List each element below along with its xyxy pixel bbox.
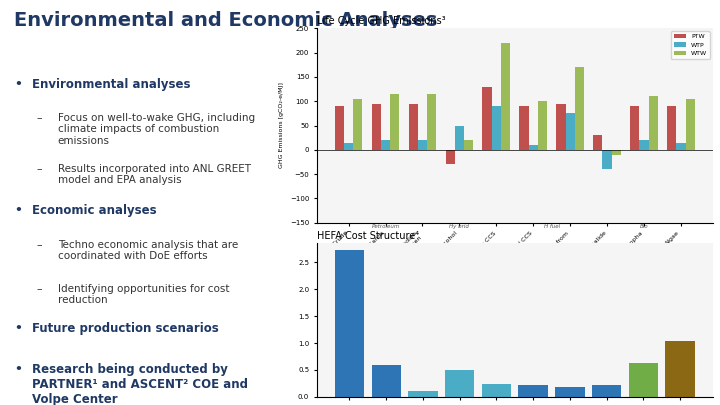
Text: •: • [14,363,22,376]
Text: Life Cycle GHG Emissions³: Life Cycle GHG Emissions³ [317,16,446,26]
Bar [649,96,658,150]
Bar [676,143,685,150]
Text: Petroleum: Petroleum [372,224,400,228]
Bar [354,99,362,150]
Text: Techno economic analysis that are
coordinated with DoE efforts: Techno economic analysis that are coordi… [58,240,238,261]
Bar [685,99,695,150]
Bar [630,106,639,150]
Text: Research being conducted by
PARTNER¹ and ASCENT² COE and
Volpe Center: Research being conducted by PARTNER¹ and… [32,363,248,405]
Bar [612,150,621,155]
Bar [501,43,510,150]
Bar [639,140,649,150]
Bar [409,104,418,150]
Bar [482,87,492,150]
Bar [390,94,400,150]
Text: Identifying opportunities for cost
reduction: Identifying opportunities for cost reduc… [58,284,229,305]
Bar [667,106,676,150]
Bar [593,135,603,150]
Bar [418,140,427,150]
Text: •: • [14,322,22,335]
Text: 27: 27 [675,365,693,379]
Text: Economic analyses: Economic analyses [32,205,157,217]
Bar [335,106,344,150]
Bar [372,365,401,397]
Text: –: – [36,284,42,294]
Text: Environmental analyses: Environmental analyses [32,77,191,90]
Bar [381,140,390,150]
Bar [665,341,695,397]
Text: •: • [14,77,22,90]
Text: –: – [36,164,42,174]
Bar [518,385,548,397]
Bar [492,106,501,150]
Text: Results incorporated into ANL GREET
model and EPA analysis: Results incorporated into ANL GREET mode… [58,164,251,185]
Bar [519,106,528,150]
Bar [528,145,538,150]
Text: 1.  http://partner.mit.edu/projects/environmental-cost-benefit-analysis-alternat: 1. http://partner.mit.edu/projects/envir… [7,360,292,377]
Bar [408,391,438,397]
Text: Federal Aviation
Administration: Federal Aviation Administration [518,365,601,385]
Text: –: – [36,113,42,123]
Text: H fuel: H fuel [544,224,559,228]
Bar [372,104,381,150]
Y-axis label: GHG Emissions [gCO₂-e/MJ]: GHG Emissions [gCO₂-e/MJ] [279,83,284,168]
Text: •: • [14,205,22,217]
Legend: PTW, WTP, WTW: PTW, WTP, WTW [671,32,710,59]
Bar [482,384,511,397]
Bar [427,94,436,150]
Text: Future production scenarios: Future production scenarios [32,322,219,335]
Bar [555,387,585,397]
Bar [335,250,364,397]
Text: Focus on well-to-wake GHG, including
climate impacts of combustion
emissions: Focus on well-to-wake GHG, including cli… [58,113,255,146]
Text: Environmental and Economic Analyses: Environmental and Economic Analyses [14,11,438,30]
Bar [557,104,566,150]
Text: Bio: Bio [639,224,648,228]
Bar [575,67,584,150]
Text: Hy brid: Hy brid [449,224,469,228]
Bar [464,140,473,150]
Bar [592,385,621,397]
Bar [446,150,455,164]
Bar [566,113,575,150]
Bar [629,364,658,397]
Bar [445,370,474,397]
Bar [344,143,354,150]
Bar [538,101,547,150]
Text: HEFA Cost Structure⁴: HEFA Cost Structure⁴ [317,231,419,241]
Bar [603,150,612,169]
Text: –: – [36,240,42,249]
Bar [455,126,464,150]
